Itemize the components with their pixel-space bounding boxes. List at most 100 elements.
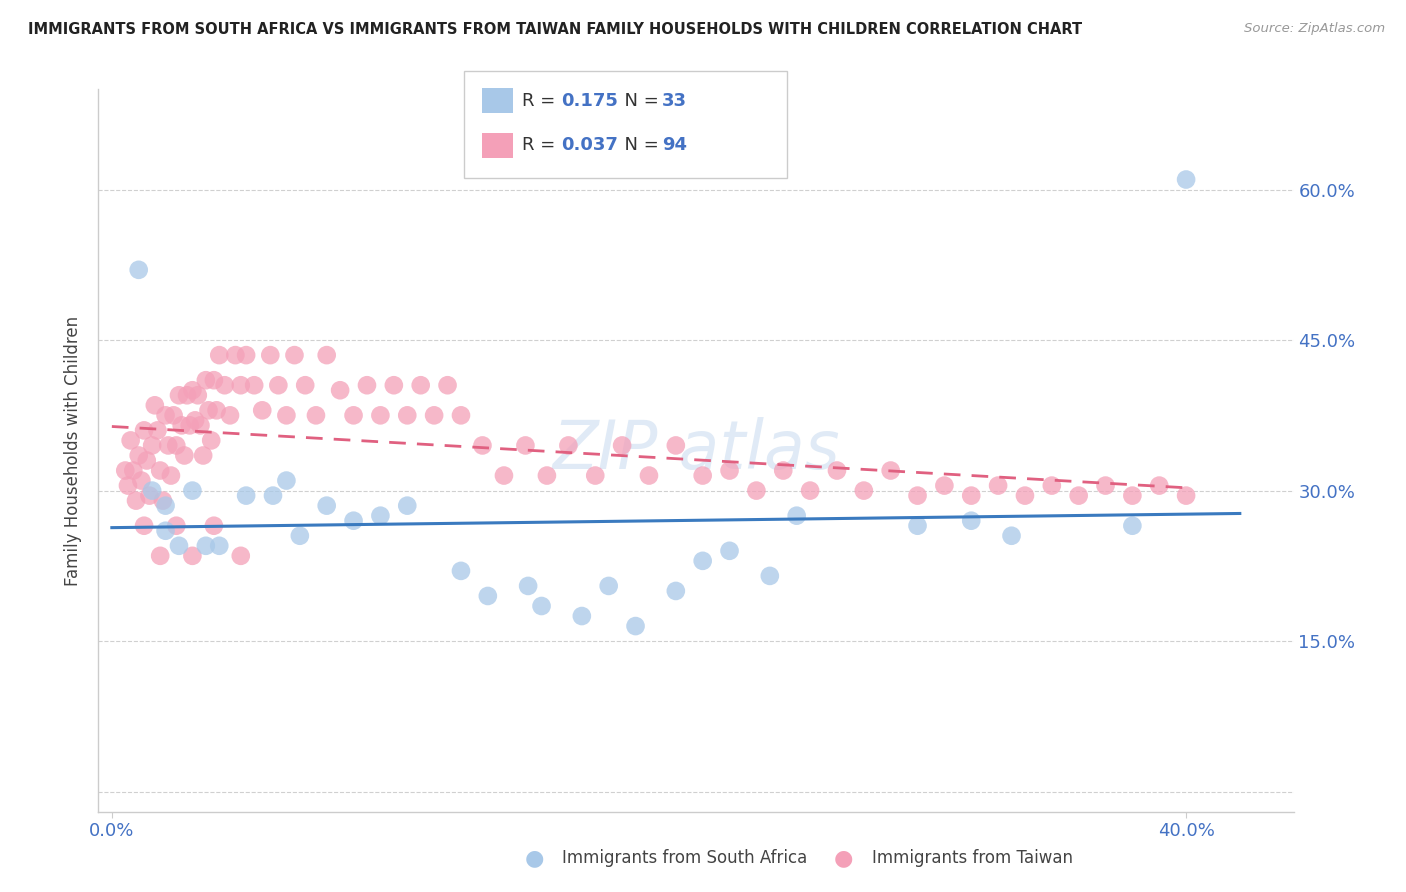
Point xyxy=(252,403,274,417)
Point xyxy=(583,468,606,483)
Point xyxy=(799,483,821,498)
Point xyxy=(170,418,193,433)
Point xyxy=(181,549,204,563)
Point xyxy=(356,378,378,392)
Point xyxy=(759,569,782,583)
Text: IMMIGRANTS FROM SOUTH AFRICA VS IMMIGRANTS FROM TAIWAN FAMILY HOUSEHOLDS WITH CH: IMMIGRANTS FROM SOUTH AFRICA VS IMMIGRAN… xyxy=(28,22,1083,37)
Point xyxy=(477,589,499,603)
Point xyxy=(128,262,150,277)
Point xyxy=(214,378,236,392)
Point xyxy=(135,453,157,467)
Point xyxy=(187,388,209,402)
Text: 94: 94 xyxy=(662,136,688,154)
Point xyxy=(229,378,252,392)
Point xyxy=(200,434,222,448)
Point xyxy=(1040,478,1063,492)
Text: ZIP atlas: ZIP atlas xyxy=(553,417,839,483)
Point xyxy=(138,489,160,503)
Point xyxy=(155,524,177,538)
Point xyxy=(1094,478,1116,492)
Point xyxy=(638,468,661,483)
Point xyxy=(181,483,204,498)
Text: 33: 33 xyxy=(662,92,688,110)
Point xyxy=(146,424,169,438)
Point xyxy=(114,464,136,478)
Point xyxy=(907,489,929,503)
Point xyxy=(157,438,180,452)
Point xyxy=(155,409,177,423)
Point xyxy=(987,478,1010,492)
Point xyxy=(120,434,142,448)
Y-axis label: Family Households with Children: Family Households with Children xyxy=(65,316,83,585)
Point xyxy=(141,483,163,498)
Point xyxy=(190,418,212,433)
Point xyxy=(143,398,166,412)
Point xyxy=(610,438,633,452)
Point xyxy=(382,378,405,392)
Point xyxy=(149,549,172,563)
Point xyxy=(315,499,337,513)
Text: ●: ● xyxy=(524,848,544,868)
Point xyxy=(117,478,139,492)
Point xyxy=(197,403,219,417)
Point xyxy=(450,564,472,578)
Point xyxy=(852,483,875,498)
Point xyxy=(536,468,558,483)
Point xyxy=(423,409,446,423)
Text: 0.175: 0.175 xyxy=(561,92,617,110)
Text: Immigrants from South Africa: Immigrants from South Africa xyxy=(562,849,807,867)
Point xyxy=(165,518,187,533)
Point xyxy=(294,378,316,392)
Text: Immigrants from Taiwan: Immigrants from Taiwan xyxy=(872,849,1073,867)
Point xyxy=(517,579,540,593)
Point xyxy=(907,518,929,533)
Point xyxy=(181,384,204,398)
Point xyxy=(173,449,195,463)
Text: R =: R = xyxy=(522,136,561,154)
Point xyxy=(132,518,155,533)
Point xyxy=(288,529,311,543)
Point xyxy=(329,384,352,398)
Point xyxy=(1067,489,1090,503)
Point xyxy=(122,464,145,478)
Point xyxy=(205,403,228,417)
Text: N =: N = xyxy=(613,136,665,154)
Point xyxy=(879,464,901,478)
Point xyxy=(692,554,714,568)
Point xyxy=(160,468,183,483)
Point xyxy=(396,409,419,423)
Point xyxy=(624,619,647,633)
Point xyxy=(571,609,593,624)
Point xyxy=(492,468,515,483)
Point xyxy=(219,409,242,423)
Point xyxy=(1121,518,1143,533)
Point xyxy=(960,489,983,503)
Point xyxy=(825,464,848,478)
Point xyxy=(229,549,252,563)
Point xyxy=(194,373,217,387)
Point xyxy=(243,378,266,392)
Point xyxy=(224,348,246,362)
Point xyxy=(179,418,201,433)
Point xyxy=(665,583,688,598)
Point xyxy=(141,438,163,452)
Point xyxy=(396,499,419,513)
Point xyxy=(342,514,364,528)
Point xyxy=(1175,489,1198,503)
Point xyxy=(162,409,184,423)
Point xyxy=(267,378,290,392)
Point xyxy=(450,409,472,423)
Point xyxy=(598,579,620,593)
Point xyxy=(530,599,553,613)
Point xyxy=(305,409,328,423)
Point xyxy=(235,348,257,362)
Point xyxy=(283,348,305,362)
Point xyxy=(191,449,214,463)
Point xyxy=(718,543,741,558)
Point xyxy=(194,539,217,553)
Point xyxy=(125,493,148,508)
Text: 0.037: 0.037 xyxy=(561,136,617,154)
Text: Source: ZipAtlas.com: Source: ZipAtlas.com xyxy=(1244,22,1385,36)
Point xyxy=(692,468,714,483)
Text: ●: ● xyxy=(834,848,853,868)
